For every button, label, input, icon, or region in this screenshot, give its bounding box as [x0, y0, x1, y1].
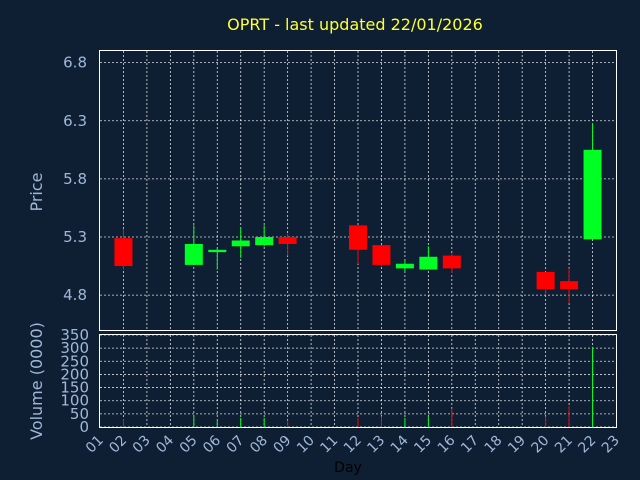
volume-grid [100, 334, 616, 428]
candle-body [208, 249, 227, 253]
x-tick-label: 09 [271, 433, 295, 457]
x-tick-label: 06 [200, 432, 224, 456]
candle-body [560, 281, 579, 290]
volume-tick-label: 50 [70, 405, 89, 423]
candlestick-series [114, 123, 602, 304]
candle-body [583, 149, 602, 240]
x-tick-label: 07 [224, 433, 248, 457]
x-tick-label: 15 [411, 433, 435, 457]
candle-body [372, 245, 391, 265]
price-panel-frame [99, 50, 617, 331]
candle-body [231, 240, 250, 247]
candle-body [349, 225, 367, 250]
volume-tick-label: 350 [60, 326, 89, 344]
candle-body [114, 238, 133, 267]
price-axis-label: Price [27, 172, 46, 211]
candle-body [278, 237, 297, 244]
x-tick-label: 23 [599, 433, 623, 457]
x-tick-label: 04 [153, 432, 177, 456]
price-tick-label: 6.3 [63, 112, 87, 130]
price-tick-label: 4.8 [63, 286, 87, 304]
x-tick-label: 19 [505, 433, 529, 457]
x-tick-label: 11 [317, 433, 341, 457]
volume-tick-label: 200 [60, 365, 89, 383]
x-tick-label: 21 [552, 433, 576, 457]
x-tick-label: 14 [388, 432, 412, 456]
x-tick-label: 13 [364, 433, 388, 457]
price-y-ticks: 4.8 5.3 5.8 6.3 6.8 [63, 54, 87, 305]
price-tick-label: 6.8 [63, 54, 87, 72]
x-ticks: 01 02 03 04 05 06 07 08 09 10 11 12 13 14 15 16 17 18 19 20… [83, 432, 623, 456]
volume-tick-label: 0 [79, 418, 89, 436]
volume-panel-frame [99, 334, 617, 428]
x-axis-label: Day [334, 460, 362, 476]
x-tick-label: 10 [294, 433, 318, 457]
x-tick-label: 18 [482, 433, 506, 457]
x-tick-label: 03 [130, 433, 154, 457]
volume-series [122, 346, 594, 427]
x-tick-label: 05 [177, 433, 201, 457]
x-tick-label: 08 [247, 433, 271, 457]
candle-body [442, 255, 461, 269]
x-tick-label: 22 [575, 433, 599, 457]
x-tick-label: 01 [83, 433, 107, 457]
volume-tick-label: 100 [60, 392, 89, 410]
volume-tick-label: 250 [60, 352, 89, 370]
candle-body [255, 237, 274, 246]
price-tick-label: 5.3 [63, 228, 87, 246]
volume-axis-label: Volume (0000) [27, 322, 46, 440]
x-tick-label: 02 [106, 433, 130, 457]
candle-body [395, 263, 414, 269]
x-tick-label: 20 [529, 433, 553, 457]
volume-tick-label: 300 [60, 339, 89, 357]
x-tick-label: 17 [458, 433, 482, 457]
volume-tick-label: 150 [60, 379, 89, 397]
chart-title: OPRT - last updated 22/01/2026 [227, 15, 483, 34]
candle-body [536, 271, 555, 290]
x-tick-label: 16 [435, 432, 459, 456]
candle-body [419, 256, 438, 270]
price-tick-label: 5.8 [63, 170, 87, 188]
x-tick-label: 12 [341, 433, 365, 457]
candle-body [184, 243, 203, 265]
